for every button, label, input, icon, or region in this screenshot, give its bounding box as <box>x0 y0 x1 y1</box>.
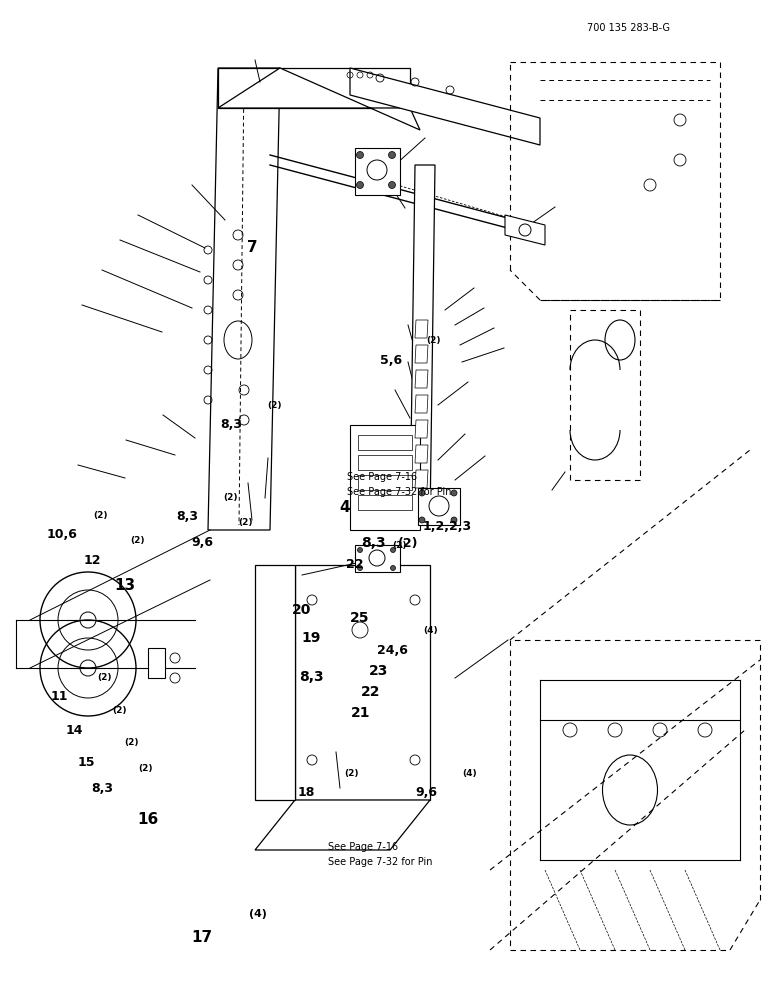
Polygon shape <box>295 565 430 800</box>
Circle shape <box>451 517 457 523</box>
Polygon shape <box>415 345 428 363</box>
Text: 14: 14 <box>66 724 83 736</box>
Text: (2): (2) <box>267 401 281 410</box>
Text: (2): (2) <box>113 706 127 715</box>
Circle shape <box>388 182 395 188</box>
Text: 12: 12 <box>83 554 101 566</box>
Text: 20: 20 <box>292 603 311 617</box>
Text: 10,6: 10,6 <box>46 528 77 542</box>
Circle shape <box>419 517 425 523</box>
Text: 8,3: 8,3 <box>91 782 113 794</box>
Text: 15: 15 <box>77 756 95 768</box>
Text: 13: 13 <box>114 577 135 592</box>
Polygon shape <box>415 395 428 413</box>
Polygon shape <box>218 68 420 130</box>
Text: (2): (2) <box>239 518 252 527</box>
Text: (2): (2) <box>344 769 358 778</box>
Polygon shape <box>255 800 430 850</box>
Text: (2): (2) <box>223 493 237 502</box>
Polygon shape <box>415 445 428 463</box>
Circle shape <box>357 182 364 188</box>
Polygon shape <box>415 470 428 488</box>
Text: (4): (4) <box>462 769 477 778</box>
Text: 16: 16 <box>137 812 159 827</box>
Text: 9,6: 9,6 <box>191 536 213 548</box>
Circle shape <box>391 566 395 570</box>
Circle shape <box>451 490 457 496</box>
Polygon shape <box>218 68 410 108</box>
Text: 8,3: 8,3 <box>220 418 242 432</box>
Circle shape <box>388 151 395 158</box>
Text: 8,3: 8,3 <box>361 536 386 550</box>
Text: 21: 21 <box>351 706 371 720</box>
Text: See Page 7-16: See Page 7-16 <box>347 472 418 482</box>
Text: (2): (2) <box>93 511 107 520</box>
Polygon shape <box>415 420 428 438</box>
Circle shape <box>357 566 363 570</box>
Polygon shape <box>415 370 428 388</box>
Text: 17: 17 <box>191 930 212 945</box>
Text: 5,6: 5,6 <box>380 354 402 366</box>
Polygon shape <box>255 565 295 800</box>
Text: (4): (4) <box>424 626 438 635</box>
Text: 11: 11 <box>50 690 68 704</box>
Text: 23: 23 <box>369 664 388 678</box>
Text: See Page 7-16: See Page 7-16 <box>328 842 398 852</box>
Polygon shape <box>358 435 412 450</box>
Text: 1,2,2,3: 1,2,2,3 <box>423 520 472 534</box>
Text: 7: 7 <box>247 240 258 255</box>
Circle shape <box>357 548 363 552</box>
Polygon shape <box>148 648 165 678</box>
Text: 9,6: 9,6 <box>415 786 437 800</box>
Polygon shape <box>358 495 412 510</box>
Text: (2): (2) <box>393 541 407 550</box>
Text: 8,3: 8,3 <box>176 510 198 524</box>
Text: 8,3: 8,3 <box>300 670 324 684</box>
Polygon shape <box>410 165 435 520</box>
Text: 24,6: 24,6 <box>377 644 408 656</box>
Circle shape <box>357 151 364 158</box>
Circle shape <box>391 548 395 552</box>
Polygon shape <box>358 475 412 490</box>
Text: 22: 22 <box>346 558 364 571</box>
Polygon shape <box>358 455 412 470</box>
Text: 700 135 283-B-G: 700 135 283-B-G <box>587 23 670 33</box>
Text: 4: 4 <box>340 499 350 514</box>
Text: 18: 18 <box>297 786 315 800</box>
Polygon shape <box>418 488 460 525</box>
Text: (2): (2) <box>398 536 418 550</box>
Text: (2): (2) <box>138 764 152 773</box>
Polygon shape <box>415 320 428 338</box>
Text: 22: 22 <box>361 685 381 699</box>
Text: See Page 7-32 for Pin: See Page 7-32 for Pin <box>347 487 452 497</box>
Text: (4): (4) <box>249 909 266 919</box>
Polygon shape <box>355 545 400 572</box>
Text: See Page 7-32 for Pin: See Page 7-32 for Pin <box>328 857 432 867</box>
Polygon shape <box>350 68 540 145</box>
Polygon shape <box>208 68 280 530</box>
Text: (2): (2) <box>427 336 441 345</box>
Polygon shape <box>350 425 420 530</box>
Text: 19: 19 <box>301 631 320 645</box>
Circle shape <box>419 490 425 496</box>
Text: (2): (2) <box>130 536 144 545</box>
Text: (2): (2) <box>97 673 111 682</box>
Text: 25: 25 <box>350 611 369 625</box>
Polygon shape <box>505 215 545 245</box>
Text: (2): (2) <box>124 738 138 747</box>
Polygon shape <box>355 148 400 195</box>
